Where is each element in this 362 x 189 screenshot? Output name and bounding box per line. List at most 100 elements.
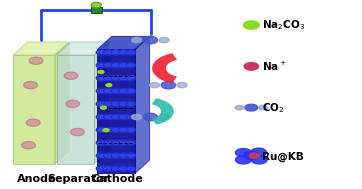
Circle shape — [96, 89, 106, 94]
Polygon shape — [94, 42, 109, 164]
Circle shape — [104, 127, 113, 132]
Circle shape — [96, 63, 106, 68]
Circle shape — [111, 76, 121, 81]
Circle shape — [22, 142, 35, 149]
Circle shape — [96, 166, 106, 171]
Circle shape — [119, 89, 128, 94]
Circle shape — [126, 153, 135, 158]
Circle shape — [126, 101, 135, 106]
Circle shape — [150, 82, 160, 88]
Polygon shape — [56, 42, 109, 55]
Circle shape — [119, 63, 128, 68]
Circle shape — [119, 153, 128, 158]
Circle shape — [111, 166, 121, 171]
Circle shape — [104, 153, 113, 158]
Circle shape — [111, 101, 121, 106]
Circle shape — [235, 156, 251, 164]
Circle shape — [96, 76, 106, 81]
Circle shape — [29, 57, 43, 64]
Bar — [90, 7, 102, 13]
Circle shape — [143, 36, 157, 44]
Circle shape — [244, 63, 258, 70]
Circle shape — [106, 84, 112, 87]
Polygon shape — [135, 36, 150, 173]
Circle shape — [259, 105, 268, 110]
Circle shape — [103, 129, 109, 132]
Circle shape — [104, 76, 113, 81]
Polygon shape — [97, 36, 150, 50]
Circle shape — [119, 115, 128, 119]
Circle shape — [96, 153, 106, 158]
Circle shape — [132, 37, 142, 43]
Polygon shape — [13, 55, 55, 164]
Circle shape — [96, 101, 106, 106]
Circle shape — [111, 115, 121, 119]
Circle shape — [159, 114, 169, 120]
Polygon shape — [97, 50, 135, 173]
Circle shape — [66, 100, 80, 107]
Polygon shape — [13, 42, 69, 55]
Circle shape — [126, 127, 135, 132]
Text: Na$_2$CO$_3$: Na$_2$CO$_3$ — [262, 18, 306, 32]
Text: Anode: Anode — [17, 174, 57, 184]
Circle shape — [111, 153, 121, 158]
Text: Cathode: Cathode — [92, 174, 144, 184]
Circle shape — [126, 115, 135, 119]
Circle shape — [119, 101, 128, 106]
Circle shape — [104, 166, 113, 171]
Circle shape — [24, 82, 38, 89]
Polygon shape — [56, 55, 94, 164]
Circle shape — [132, 114, 142, 120]
Circle shape — [243, 21, 259, 29]
Circle shape — [119, 76, 128, 81]
Text: Ru@KB: Ru@KB — [262, 151, 304, 162]
Text: Separator: Separator — [47, 174, 110, 184]
Text: CO$_2$: CO$_2$ — [262, 101, 285, 115]
Text: Na$^+$: Na$^+$ — [262, 60, 287, 73]
Circle shape — [104, 63, 113, 68]
Circle shape — [119, 140, 128, 145]
Circle shape — [111, 89, 121, 94]
Circle shape — [104, 140, 113, 145]
Circle shape — [111, 50, 121, 55]
Circle shape — [177, 82, 187, 88]
Circle shape — [126, 166, 135, 171]
Wedge shape — [152, 98, 174, 125]
Circle shape — [98, 70, 104, 74]
Circle shape — [161, 81, 176, 89]
Circle shape — [111, 127, 121, 132]
Circle shape — [251, 148, 266, 156]
Circle shape — [96, 50, 106, 55]
Circle shape — [96, 115, 106, 119]
Circle shape — [251, 156, 267, 164]
Circle shape — [104, 115, 113, 119]
Circle shape — [101, 106, 106, 109]
Circle shape — [245, 104, 258, 111]
Circle shape — [104, 89, 113, 94]
Circle shape — [126, 140, 135, 145]
Circle shape — [119, 50, 128, 55]
Circle shape — [126, 63, 135, 68]
Circle shape — [126, 76, 135, 81]
Circle shape — [119, 127, 128, 132]
Circle shape — [111, 140, 121, 145]
Polygon shape — [55, 42, 69, 164]
Circle shape — [243, 151, 259, 160]
Circle shape — [96, 140, 106, 145]
Circle shape — [159, 37, 169, 43]
Circle shape — [26, 119, 40, 126]
Circle shape — [119, 166, 128, 171]
Circle shape — [126, 89, 135, 94]
Circle shape — [71, 129, 84, 136]
Circle shape — [96, 127, 106, 132]
Circle shape — [91, 2, 101, 8]
Circle shape — [235, 105, 244, 110]
Wedge shape — [152, 53, 177, 83]
Circle shape — [235, 149, 251, 157]
Circle shape — [126, 50, 135, 55]
Circle shape — [249, 153, 259, 158]
Circle shape — [104, 50, 113, 55]
Circle shape — [104, 101, 113, 106]
Circle shape — [143, 113, 157, 121]
Circle shape — [111, 63, 121, 68]
